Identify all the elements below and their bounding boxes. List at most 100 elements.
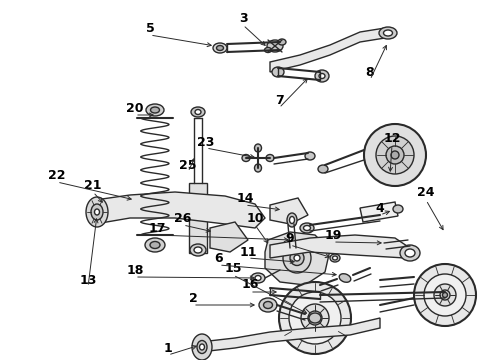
Ellipse shape: [279, 282, 351, 354]
Text: 2: 2: [189, 292, 197, 305]
Ellipse shape: [440, 290, 450, 300]
Text: 13: 13: [79, 274, 97, 287]
Ellipse shape: [302, 262, 308, 267]
Polygon shape: [95, 192, 265, 228]
Ellipse shape: [199, 344, 204, 350]
Ellipse shape: [374, 240, 382, 246]
Text: 24: 24: [417, 185, 435, 198]
Ellipse shape: [195, 109, 201, 114]
Ellipse shape: [213, 43, 227, 53]
Ellipse shape: [305, 152, 315, 160]
Bar: [189, 183, 207, 253]
Ellipse shape: [91, 204, 103, 220]
Ellipse shape: [389, 244, 399, 252]
Ellipse shape: [254, 164, 262, 172]
Ellipse shape: [386, 146, 404, 164]
Ellipse shape: [308, 311, 322, 325]
Text: 4: 4: [376, 202, 384, 215]
Ellipse shape: [371, 238, 385, 248]
Text: 19: 19: [324, 229, 342, 242]
Text: 14: 14: [236, 192, 254, 204]
Text: 20: 20: [126, 102, 144, 114]
Ellipse shape: [191, 107, 205, 117]
Ellipse shape: [298, 260, 312, 270]
Ellipse shape: [303, 225, 311, 230]
Text: 25: 25: [179, 158, 197, 171]
Ellipse shape: [278, 39, 286, 45]
Ellipse shape: [217, 45, 223, 50]
Polygon shape: [200, 318, 380, 352]
Ellipse shape: [434, 284, 456, 306]
Polygon shape: [360, 202, 398, 222]
Ellipse shape: [379, 27, 397, 39]
Text: 1: 1: [164, 342, 172, 355]
Polygon shape: [270, 235, 410, 258]
Ellipse shape: [190, 244, 206, 256]
Ellipse shape: [95, 209, 99, 215]
Text: 11: 11: [239, 246, 257, 258]
Ellipse shape: [254, 144, 262, 152]
Ellipse shape: [197, 341, 207, 354]
Ellipse shape: [255, 275, 261, 280]
Text: 3: 3: [239, 12, 247, 24]
Ellipse shape: [442, 292, 447, 297]
Ellipse shape: [318, 165, 328, 173]
Ellipse shape: [272, 67, 284, 77]
Ellipse shape: [393, 205, 403, 213]
Text: 12: 12: [383, 131, 401, 144]
Ellipse shape: [391, 151, 399, 159]
Ellipse shape: [424, 274, 466, 316]
Ellipse shape: [414, 264, 476, 326]
Ellipse shape: [312, 315, 318, 321]
Ellipse shape: [315, 70, 329, 82]
Ellipse shape: [264, 302, 272, 309]
Text: 21: 21: [84, 179, 102, 192]
Ellipse shape: [150, 107, 160, 113]
Polygon shape: [265, 232, 330, 285]
Text: 8: 8: [366, 66, 374, 78]
Ellipse shape: [266, 154, 274, 162]
Ellipse shape: [267, 40, 283, 52]
Ellipse shape: [400, 245, 420, 261]
Ellipse shape: [150, 242, 160, 248]
Ellipse shape: [376, 136, 414, 174]
Text: 26: 26: [174, 212, 192, 225]
Text: 15: 15: [224, 261, 242, 274]
Ellipse shape: [309, 313, 321, 323]
Text: 18: 18: [126, 264, 144, 276]
Ellipse shape: [289, 292, 341, 344]
Polygon shape: [270, 28, 385, 72]
Ellipse shape: [339, 274, 351, 282]
Polygon shape: [210, 222, 248, 252]
Ellipse shape: [287, 213, 297, 227]
Ellipse shape: [290, 251, 304, 266]
Ellipse shape: [194, 247, 202, 253]
Ellipse shape: [146, 104, 164, 116]
Ellipse shape: [330, 254, 340, 262]
Text: 5: 5: [146, 22, 154, 35]
Ellipse shape: [319, 73, 325, 78]
Ellipse shape: [290, 216, 294, 224]
Ellipse shape: [242, 154, 250, 162]
Ellipse shape: [294, 255, 300, 261]
Ellipse shape: [333, 256, 338, 260]
Text: 7: 7: [274, 94, 283, 107]
Text: 22: 22: [48, 168, 66, 181]
Ellipse shape: [384, 30, 392, 36]
Ellipse shape: [405, 249, 415, 257]
Ellipse shape: [283, 243, 311, 273]
Ellipse shape: [364, 124, 426, 186]
Ellipse shape: [86, 197, 108, 227]
Ellipse shape: [301, 304, 329, 332]
Ellipse shape: [145, 238, 165, 252]
Polygon shape: [270, 198, 308, 224]
Text: 16: 16: [241, 279, 259, 292]
Text: 10: 10: [246, 212, 264, 225]
Ellipse shape: [300, 223, 314, 233]
Ellipse shape: [251, 273, 265, 283]
Text: 9: 9: [286, 231, 294, 244]
Ellipse shape: [259, 298, 277, 312]
Ellipse shape: [192, 334, 212, 360]
Ellipse shape: [265, 48, 271, 53]
Text: 17: 17: [148, 221, 166, 234]
